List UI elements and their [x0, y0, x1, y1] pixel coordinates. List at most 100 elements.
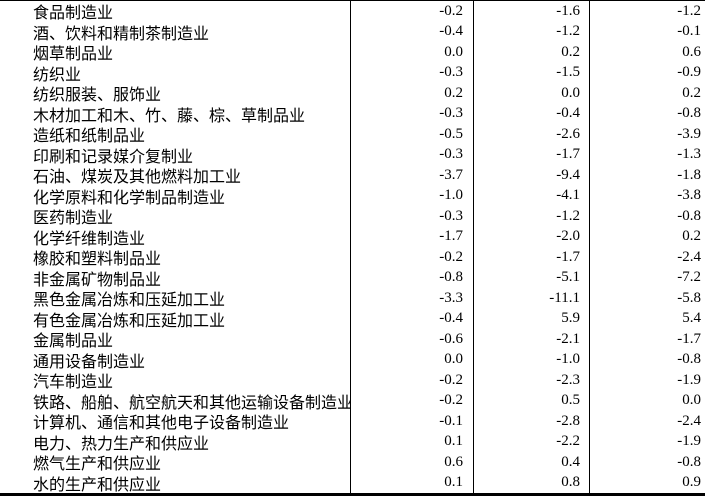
value-col3: -0.8 [677, 453, 701, 470]
value-col2: -4.1 [556, 187, 580, 204]
table-row: 酒、饮料和精制茶制造业 -0.4 -1.2 -0.1 [0, 22, 705, 43]
value-col3: -1.9 [677, 433, 701, 450]
value-col2: -1.6 [556, 2, 580, 19]
value-col1: -0.3 [439, 105, 463, 122]
industry-name: 酒、饮料和精制茶制造业 [33, 25, 210, 43]
value-col1: -3.7 [439, 166, 463, 183]
value-col2: -0.4 [556, 105, 580, 122]
value-col2: -1.0 [556, 351, 580, 368]
value-col3: -0.1 [677, 23, 701, 40]
table-row: 电力、热力生产和供应业 0.1 -2.2 -1.9 [0, 432, 705, 453]
value-col1: -0.3 [439, 207, 463, 224]
value-col3: -1.3 [677, 146, 701, 163]
value-col1: -1.0 [439, 187, 463, 204]
industry-name: 电力、热力生产和供应业 [33, 435, 210, 453]
industry-name: 通用设备制造业 [33, 353, 146, 371]
value-col3: -2.4 [677, 248, 701, 265]
value-col2: 0.5 [561, 392, 580, 409]
industry-name: 石油、煤炭及其他燃料加工业 [33, 169, 242, 187]
value-col1: -0.3 [439, 146, 463, 163]
value-col2: -2.2 [556, 433, 580, 450]
value-col3: -0.8 [677, 351, 701, 368]
industry-name: 黑色金属冶炼和压延加工业 [33, 292, 226, 310]
value-col2: 0.8 [561, 474, 580, 491]
table-row: 食品制造业 -0.2 -1.6 -1.2 [0, 1, 705, 23]
value-col2: -2.1 [556, 330, 580, 347]
table-row: 有色金属冶炼和压延加工业 -0.4 5.9 5.4 [0, 309, 705, 330]
industry-name: 化学纤维制造业 [33, 230, 146, 248]
industry-name: 印刷和记录媒介复制业 [33, 148, 194, 166]
value-col2: -2.0 [556, 228, 580, 245]
value-col1: 0.0 [444, 43, 463, 60]
value-col3: -7.2 [677, 269, 701, 286]
value-col1: -0.4 [439, 23, 463, 40]
value-col2: -1.2 [556, 23, 580, 40]
industry-name: 化学原料和化学制品制造业 [33, 189, 226, 207]
value-col3: -3.8 [677, 187, 701, 204]
value-col3: 0.9 [682, 474, 701, 491]
column-divider-1 [350, 0, 351, 494]
value-col2: -5.1 [556, 269, 580, 286]
value-col1: 0.0 [444, 351, 463, 368]
value-col3: -1.2 [677, 2, 701, 19]
table-row: 化学纤维制造业 -1.7 -2.0 0.2 [0, 227, 705, 248]
value-col1: -0.2 [439, 371, 463, 388]
table-row: 造纸和纸制品业 -0.5 -2.6 -3.9 [0, 124, 705, 146]
value-col2: -2.8 [556, 412, 580, 429]
value-col1: 0.2 [444, 84, 463, 101]
value-col3: -0.8 [677, 105, 701, 122]
value-col1: -0.2 [439, 248, 463, 265]
value-col2: -1.5 [556, 64, 580, 81]
value-col1: -0.2 [439, 392, 463, 409]
table-row: 黑色金属冶炼和压延加工业 -3.3 -11.1 -5.8 [0, 288, 705, 310]
value-col1: -0.4 [439, 310, 463, 327]
table-row: 金属制品业 -0.6 -2.1 -1.7 [0, 329, 705, 351]
table-row: 通用设备制造业 0.0 -1.0 -0.8 [0, 350, 705, 371]
value-col3: 0.0 [682, 392, 701, 409]
table-row: 计算机、通信和其他电子设备制造业 -0.1 -2.8 -2.4 [0, 411, 705, 433]
column-divider-2 [473, 0, 474, 494]
industry-name: 纺织服装、服饰业 [33, 87, 162, 105]
table-row: 燃气生产和供应业 0.6 0.4 -0.8 [0, 452, 705, 474]
value-col3: -0.9 [677, 64, 701, 81]
value-col1: -0.1 [439, 412, 463, 429]
industry-name: 金属制品业 [33, 333, 114, 351]
table-row: 铁路、船舶、航空航天和其他运输设备制造业 -0.2 0.5 0.0 [0, 391, 705, 412]
value-col1: -1.7 [439, 228, 463, 245]
industry-name: 汽车制造业 [33, 374, 114, 392]
value-col2: 0.0 [561, 84, 580, 101]
table-row: 印刷和记录媒介复制业 -0.3 -1.7 -1.3 [0, 145, 705, 166]
table-row: 纺织业 -0.3 -1.5 -0.9 [0, 63, 705, 84]
industry-name: 水的生产和供应业 [33, 476, 162, 494]
table-row: 纺织服装、服饰业 0.2 0.0 0.2 [0, 83, 705, 105]
value-col3: 5.4 [682, 310, 701, 327]
industry-name: 烟草制品业 [33, 46, 114, 64]
industry-name: 医药制造业 [33, 210, 114, 228]
value-col1: 0.1 [444, 474, 463, 491]
value-col1: -0.5 [439, 125, 463, 142]
value-col1: -3.3 [439, 289, 463, 306]
value-col2: -1.2 [556, 207, 580, 224]
table-row: 烟草制品业 0.0 0.2 0.6 [0, 42, 705, 64]
value-col1: -0.2 [439, 2, 463, 19]
table-bottom-border [0, 493, 705, 496]
value-col2: -2.3 [556, 371, 580, 388]
table-row: 水的生产和供应业 0.1 0.8 0.9 [0, 473, 705, 494]
value-col3: -1.9 [677, 371, 701, 388]
value-col3: 0.2 [682, 84, 701, 101]
value-col3: -1.8 [677, 166, 701, 183]
value-col2: -1.7 [556, 146, 580, 163]
industry-name: 燃气生产和供应业 [33, 456, 162, 474]
value-col2: -1.7 [556, 248, 580, 265]
table-row: 橡胶和塑料制品业 -0.2 -1.7 -2.4 [0, 247, 705, 269]
value-col1: -0.8 [439, 269, 463, 286]
industry-name: 有色金属冶炼和压延加工业 [33, 312, 226, 330]
industry-name: 橡胶和塑料制品业 [33, 251, 162, 269]
table-top-border [0, 0, 705, 1]
table-row: 石油、煤炭及其他燃料加工业 -3.7 -9.4 -1.8 [0, 165, 705, 187]
value-col1: -0.6 [439, 330, 463, 347]
value-col1: -0.3 [439, 64, 463, 81]
value-col2: -9.4 [556, 166, 580, 183]
